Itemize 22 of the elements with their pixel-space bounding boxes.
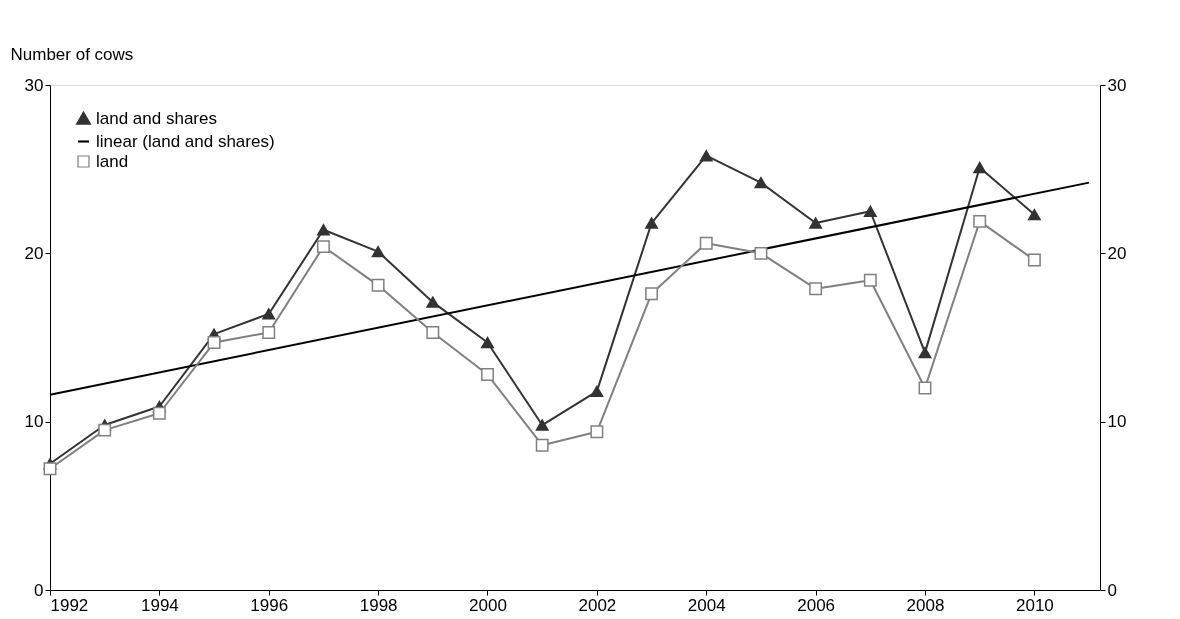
y-tick-label: 10 xyxy=(24,412,44,432)
y2-tick-label: 0 xyxy=(1107,580,1117,600)
y2-tick-label: 10 xyxy=(1107,412,1127,432)
x-tick-label: 2006 xyxy=(797,595,836,615)
x-tick-label: 2010 xyxy=(1015,595,1054,615)
x-tick-label: 1998 xyxy=(359,595,398,615)
x-tick-label: 1994 xyxy=(140,595,179,615)
x-tick-label: 1992 xyxy=(50,595,89,615)
x-tick-label: 1996 xyxy=(250,595,289,615)
x-tick-label: 2004 xyxy=(687,595,726,615)
x-tick-label: 2002 xyxy=(578,595,617,615)
legend-label: linear (land and shares) xyxy=(96,131,275,151)
y-axis-title: Number of cows xyxy=(10,44,134,64)
y2-tick-label: 30 xyxy=(1107,75,1127,95)
y-tick-label: 0 xyxy=(34,580,44,600)
y-tick-label: 30 xyxy=(24,75,44,95)
x-tick-label: 2008 xyxy=(906,595,945,615)
x-tick-label: 2000 xyxy=(469,595,507,615)
y2-tick-label: 20 xyxy=(1107,243,1127,263)
legend-label: land and shares xyxy=(96,108,217,128)
y-tick-label: 20 xyxy=(24,243,44,263)
legend-label: land xyxy=(96,151,129,171)
